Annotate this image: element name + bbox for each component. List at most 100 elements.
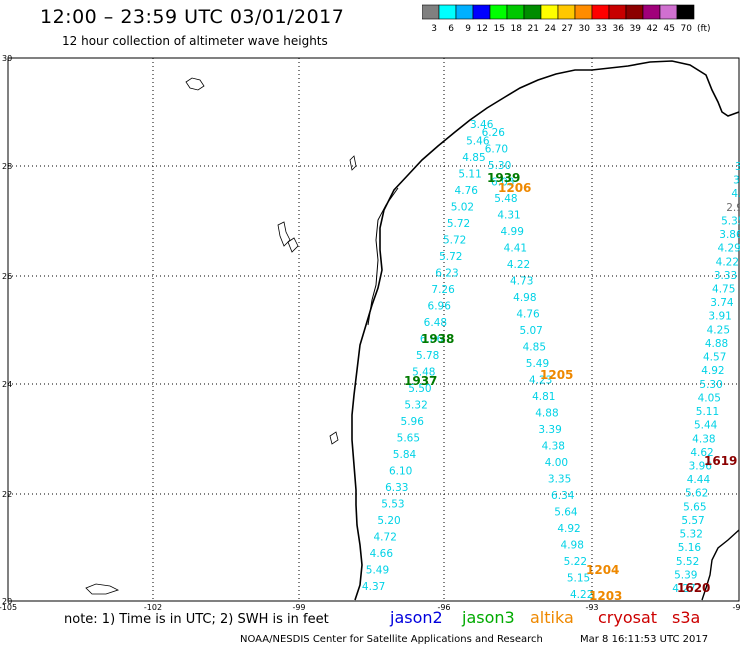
wave-height-value: 5.49 [366,564,389,576]
legend-jason2: jason2 [390,608,443,627]
scale-label: 15 [494,24,505,34]
map-frame [7,57,740,602]
wave-height-value: 5.46 [466,135,490,147]
scale-label: 9 [465,24,471,34]
wave-height-value: 4.99 [501,226,524,238]
legend-s3a: s3a [672,608,701,627]
wave-height-value: 4.57 [703,352,726,364]
wave-height-value: 4.41 [504,243,527,255]
inland-lakes [85,77,357,595]
lat-tick-label: 20 [2,597,12,606]
wave-height-value: 4.75 [712,284,735,296]
scale-label: 45 [664,24,675,34]
wave-height-value: 5.72 [443,234,466,246]
wave-height-value: 4.27 [672,583,695,595]
wave-height-value: 5.57 [681,515,704,527]
wave-height-value: 5.15 [567,573,590,585]
wave-height-value: 4.44 [687,474,711,486]
wave-height-value: 5.49 [526,358,549,370]
page-subtitle: 12 hour collection of altimeter wave hei… [62,34,328,48]
scale-label: 18 [511,24,523,34]
scale-label: 42 [647,24,658,34]
wave-height-value: 6.03 [491,177,514,189]
wave-height-value: 2.9 [726,202,740,214]
lon-tick-label: -102 [144,603,162,612]
lon-tick-label: -99 [292,603,305,612]
wave-height-value: 3. [733,175,740,187]
wave-height-value: 4.22 [507,259,530,271]
lat-tick-label: 30 [2,54,12,63]
wave-height-value: 4.81 [532,391,555,403]
footnote: note: 1) Time is in UTC; 2) SWH is in fe… [64,612,329,627]
lon-tick-label: -90 [732,603,740,612]
wave-height-value: 5.65 [683,501,706,513]
pass-id-label: 1939 [487,171,520,185]
wave-height-value: 5.22 [564,556,587,568]
wave-height-value: 5.64 [554,507,578,519]
wave-height-value: 3.46 [470,119,494,131]
wave-height-value: 3.35 [548,474,571,486]
wave-height-value: 5.96 [401,416,425,428]
wave-height-value: 3.91 [708,311,731,323]
wave-height-value: 3.74 [710,297,734,309]
wave-height-value: 5.39 [674,569,697,581]
lon-tick-label: -105 [0,603,17,612]
wave-height-value: 5.02 [451,201,474,213]
wave-height-value: 4.88 [705,338,728,350]
wave-height-value: 6.26 [482,127,506,139]
scale-label: 39 [630,24,642,34]
wave-height-value: 4.98 [513,292,536,304]
wave-height-value: 6.33 [385,482,408,494]
wave-height-value: 3.86 [719,229,740,241]
lon-tick-label: -93 [585,603,598,612]
wave-height-value: 4.76 [516,309,540,321]
color-scale-legend: 3 6 9 12 15 18 21 24 27 30 33 36 39 42 45 70 (ft) [422,4,711,34]
wave-height-value: 5.48 [412,366,435,378]
scale-label: 27 [562,24,573,34]
wave-height-value: 4.98 [561,540,584,552]
wave-height-value: 4.23 [529,375,552,387]
wave-height-value: 5.32 [404,399,427,411]
scale-label: 21 [528,24,539,34]
wave-height-value: 6.70 [485,144,508,156]
wave-height-value: 6.96 [428,300,452,312]
generation-timestamp: Mar 8 16:11:53 UTC 2017 [580,634,709,645]
wave-height-value: 4.92 [701,365,724,377]
pass-id-label: 1938 [421,332,454,346]
wave-height-value: 5.48 [494,193,517,205]
wave-height-value: 4.85 [523,342,546,354]
wave-height-value: 4. [731,188,740,200]
wave-height-value: 3. [735,161,740,173]
pass-id-label: 1937 [404,374,437,388]
wave-height-value: 5.07 [519,325,542,337]
scale-label: 24 [545,24,557,34]
scale-label: 36 [613,24,625,34]
lat-tick-label: 24 [2,380,12,389]
scale-label: 70 [681,24,693,34]
lat-tick-label: 22 [2,490,12,499]
lon-tick-label: -96 [437,603,450,612]
scale-swatch [676,4,695,20]
wave-height-value: 4.31 [497,210,520,222]
wave-height-value: 6.86 [420,333,444,345]
wave-height-value: 4.73 [510,276,533,288]
pass-id-label: 1203 [589,589,622,603]
wave-height-value: 5.72 [447,218,470,230]
lat-tick-label: 28 [2,162,12,171]
legend-altika: altika [530,608,574,627]
pass-id-label: 1206 [498,181,531,195]
scale-unit: (ft) [697,24,711,34]
wave-height-value: 5.65 [397,432,420,444]
scale-label: 30 [579,24,591,34]
wave-height-value: 5.30 [699,379,722,391]
wave-height-value: 5.20 [377,515,400,527]
scale-label: 12 [477,24,488,34]
wave-height-value: 5.16 [678,542,702,554]
barrier-island-coast [367,187,399,326]
wave-height-value: 4.05 [698,392,721,404]
legend-jason3: jason3 [462,608,515,627]
wave-height-value: 5.78 [416,350,439,362]
wave-height-value: 4.72 [374,531,397,543]
wave-height-value: 5.11 [458,168,481,180]
